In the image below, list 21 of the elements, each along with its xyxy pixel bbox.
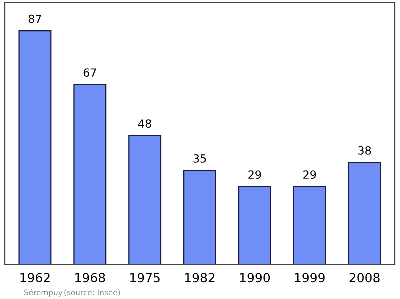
bar: [348, 162, 382, 265]
x-tick-label: 1982: [185, 273, 215, 283]
data-label: 67: [84, 68, 96, 78]
data-label: 87: [28, 14, 42, 24]
data-label: 48: [138, 120, 152, 128]
x-tick-label: 2008: [350, 273, 380, 283]
x-tick-label: 1962: [20, 273, 50, 283]
bar: [238, 186, 272, 265]
bar: [74, 84, 107, 265]
x-tick-label: 1975: [130, 273, 160, 283]
bar: [18, 30, 52, 265]
bar: [128, 135, 162, 265]
bar: [293, 186, 326, 265]
data-label: 38: [358, 146, 372, 155]
data-label: 29: [304, 170, 316, 180]
x-tick-label: 1999: [295, 273, 325, 283]
x-tick-label: 1990: [240, 273, 270, 283]
x-tick-label: 1968: [76, 273, 106, 283]
bar: [184, 170, 216, 265]
data-label: 29: [248, 170, 262, 180]
data-label: 35: [194, 154, 206, 163]
